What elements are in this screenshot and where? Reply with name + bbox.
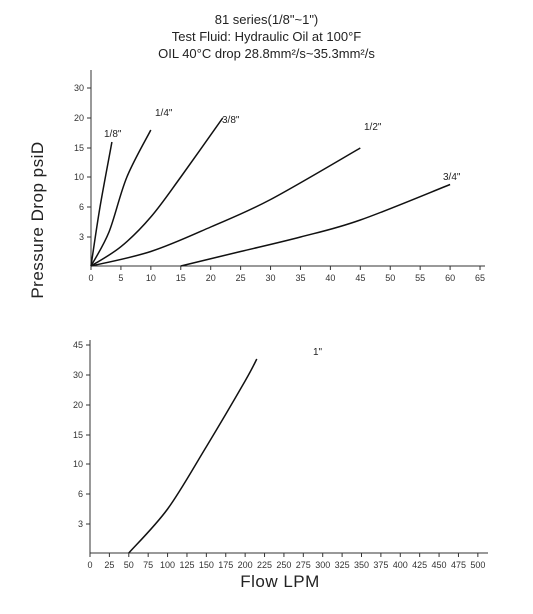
chart2-x-tick-label: 150	[199, 560, 214, 570]
chart2-x-tick-label: 225	[257, 560, 272, 570]
chart1-x-tick-label: 5	[118, 273, 123, 283]
chart2-series-label: 1"	[313, 347, 323, 358]
chart1-x-tick-label: 50	[385, 273, 395, 283]
chart1-y-tick-label: 6	[79, 202, 84, 212]
chart1-x-tick-label: 15	[176, 273, 186, 283]
chart2-y-tick-label: 30	[73, 370, 83, 380]
chart1-y-tick-label: 10	[74, 172, 84, 182]
chart2-x-tick-label: 450	[432, 560, 447, 570]
x-axis-label: Flow LPM	[240, 572, 320, 591]
chart1-series-label: 1/8"	[104, 129, 122, 140]
chart2-x-tick-label: 200	[238, 560, 253, 570]
chart1-x-tick-label: 55	[415, 273, 425, 283]
chart2-x-tick-label: 25	[104, 560, 114, 570]
chart1-series-line	[90, 141, 113, 267]
chart2-x-tick-label: 275	[296, 560, 311, 570]
chart1-series-label: 1/4"	[155, 108, 173, 119]
chart2-x-tick-label: 100	[160, 560, 175, 570]
chart1-x-tick-label: 35	[295, 273, 305, 283]
chart1-x-tick-label: 45	[355, 273, 365, 283]
chart2-x-tick-label: 375	[373, 560, 388, 570]
chart2-x-tick-label: 325	[335, 560, 350, 570]
chart1-x-tick-label: 65	[475, 273, 485, 283]
chart1-x-tick-label: 60	[445, 273, 455, 283]
chart2-x-tick-label: 425	[412, 560, 427, 570]
chart1-series-line	[90, 147, 361, 267]
chart2-x-tick-label: 250	[276, 560, 291, 570]
chart2-y-tick-label: 10	[73, 459, 83, 469]
chart2-x-tick-label: 50	[124, 560, 134, 570]
chart1-series-label: 3/8"	[222, 115, 240, 126]
chart2-y-tick-label: 20	[73, 400, 83, 410]
chart2-x-tick-label: 75	[143, 560, 153, 570]
chart1-series-line	[180, 183, 451, 267]
chart2-y-tick-label: 3	[78, 519, 83, 529]
chart-title-line-3: OIL 40°C drop 28.8mm²/s~35.3mm²/s	[158, 46, 375, 61]
chart2-x-tick-label: 400	[393, 560, 408, 570]
chart2-x-tick-label: 350	[354, 560, 369, 570]
chart1-series-label: 1/2"	[364, 122, 382, 133]
chart1-series-line	[90, 129, 152, 267]
chart2-x-tick-label: 475	[451, 560, 466, 570]
chart1-series-line	[90, 117, 224, 267]
chart1-y-tick-label: 15	[74, 143, 84, 153]
chart1-x-tick-label: 20	[206, 273, 216, 283]
chart1-x-tick-label: 10	[146, 273, 156, 283]
chart2-x-tick-label: 300	[315, 560, 330, 570]
chart1-y-tick-label: 20	[74, 113, 84, 123]
chart1-series-label: 3/4"	[443, 172, 461, 183]
chart1-y-tick-label: 30	[74, 83, 84, 93]
chart-title-line-2: Test Fluid: Hydraulic Oil at 100°F	[171, 29, 362, 44]
chart2-y-tick-label: 45	[73, 340, 83, 350]
chart2-y-tick-label: 15	[73, 430, 83, 440]
chart1-x-tick-label: 30	[266, 273, 276, 283]
chart1-y-tick-label: 3	[79, 232, 84, 242]
chart1-x-tick-label: 40	[325, 273, 335, 283]
chart1-x-tick-label: 25	[236, 273, 246, 283]
chart1-x-tick-label: 0	[88, 273, 93, 283]
chart2-x-tick-label: 500	[470, 560, 485, 570]
chart2-x-tick-label: 175	[218, 560, 233, 570]
chart2-x-tick-label: 0	[87, 560, 92, 570]
chart2-series-line	[128, 358, 258, 554]
chart-title-line-1: 81 series(1/8"~1")	[214, 12, 319, 27]
chart2-x-tick-label: 125	[179, 560, 194, 570]
chart2-y-tick-label: 6	[78, 489, 83, 499]
